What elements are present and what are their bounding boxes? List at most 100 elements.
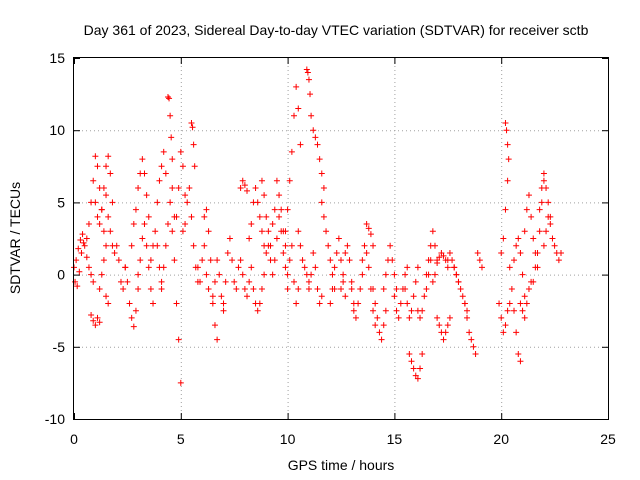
- data-point: [545, 199, 552, 206]
- data-point: [160, 264, 167, 271]
- data-point: [295, 228, 302, 235]
- data-point: [276, 192, 283, 199]
- data-point: [111, 249, 118, 256]
- data-point: [303, 66, 310, 73]
- data-point: [201, 213, 208, 220]
- data-point: [389, 257, 396, 264]
- data-point: [382, 271, 389, 278]
- data-point: [318, 199, 325, 206]
- data-point: [85, 221, 92, 228]
- data-point: [132, 206, 139, 213]
- data-point: [135, 184, 142, 191]
- data-point: [214, 257, 221, 264]
- data-point: [109, 199, 116, 206]
- data-point: [500, 235, 507, 242]
- data-point: [331, 264, 338, 271]
- data-point: [404, 300, 411, 307]
- data-point: [348, 278, 355, 285]
- data-point: [92, 322, 99, 329]
- data-point: [199, 257, 206, 264]
- data-point: [169, 184, 176, 191]
- data-point: [98, 271, 105, 278]
- data-point: [201, 242, 208, 249]
- data-point: [171, 257, 178, 264]
- data-point: [545, 213, 552, 220]
- data-point: [305, 286, 312, 293]
- data-point: [166, 95, 173, 102]
- data-point: [543, 184, 550, 191]
- data-point: [312, 264, 319, 271]
- data-point: [162, 242, 169, 249]
- data-series-sctb: [71, 66, 565, 386]
- data-point: [74, 283, 81, 290]
- data-point: [135, 286, 142, 293]
- data-point: [472, 351, 479, 358]
- data-point: [169, 156, 176, 163]
- data-point: [464, 307, 471, 314]
- data-point: [248, 221, 255, 228]
- data-point: [419, 351, 426, 358]
- data-point: [340, 278, 347, 285]
- data-point: [103, 242, 110, 249]
- data-point: [410, 365, 417, 372]
- data-point: [457, 286, 464, 293]
- x-tick-label: 0: [70, 431, 78, 447]
- data-point: [446, 249, 453, 256]
- data-point: [284, 271, 291, 278]
- data-point: [504, 141, 511, 148]
- data-point: [143, 192, 150, 199]
- data-point: [258, 177, 265, 184]
- data-point: [425, 257, 432, 264]
- data-point: [233, 286, 240, 293]
- data-point: [504, 307, 511, 314]
- data-point: [363, 249, 370, 256]
- data-point: [79, 231, 86, 238]
- axis-ticks: 0 5 10 15 20 25 -10 -5 0 5 10 15: [45, 50, 616, 447]
- data-point: [273, 235, 280, 242]
- data-point: [408, 307, 415, 314]
- data-point: [508, 286, 515, 293]
- data-point: [254, 199, 261, 206]
- data-point: [220, 300, 227, 307]
- data-point: [538, 199, 545, 206]
- data-point: [410, 293, 417, 300]
- data-point: [314, 141, 321, 148]
- data-point: [468, 336, 475, 343]
- data-point: [141, 221, 148, 228]
- data-point: [96, 319, 103, 326]
- data-point: [258, 228, 265, 235]
- data-point: [96, 286, 103, 293]
- data-point: [203, 271, 210, 278]
- data-point: [406, 351, 413, 358]
- data-point: [370, 307, 377, 314]
- data-point: [267, 242, 274, 249]
- data-point: [466, 329, 473, 336]
- data-point: [536, 206, 543, 213]
- data-point: [124, 278, 131, 285]
- data-point: [182, 192, 189, 199]
- data-point: [404, 264, 411, 271]
- data-point: [286, 257, 293, 264]
- data-point: [158, 278, 165, 285]
- data-point: [205, 286, 212, 293]
- data-point: [241, 286, 248, 293]
- data-point: [378, 336, 385, 343]
- data-point: [305, 76, 312, 83]
- data-point: [517, 249, 524, 256]
- data-point: [205, 228, 212, 235]
- data-point: [515, 235, 522, 242]
- data-point: [525, 192, 532, 199]
- data-point: [530, 235, 537, 242]
- data-point: [436, 254, 443, 261]
- data-point: [506, 300, 513, 307]
- y-tick-label: 10: [49, 122, 65, 138]
- x-axis-label: GPS time / hours: [288, 457, 395, 473]
- data-point: [429, 278, 436, 285]
- data-point: [323, 228, 330, 235]
- data-point: [288, 242, 295, 249]
- grid: [74, 58, 608, 419]
- y-tick-label: 5: [57, 194, 65, 210]
- data-point: [167, 199, 174, 206]
- data-point: [342, 293, 349, 300]
